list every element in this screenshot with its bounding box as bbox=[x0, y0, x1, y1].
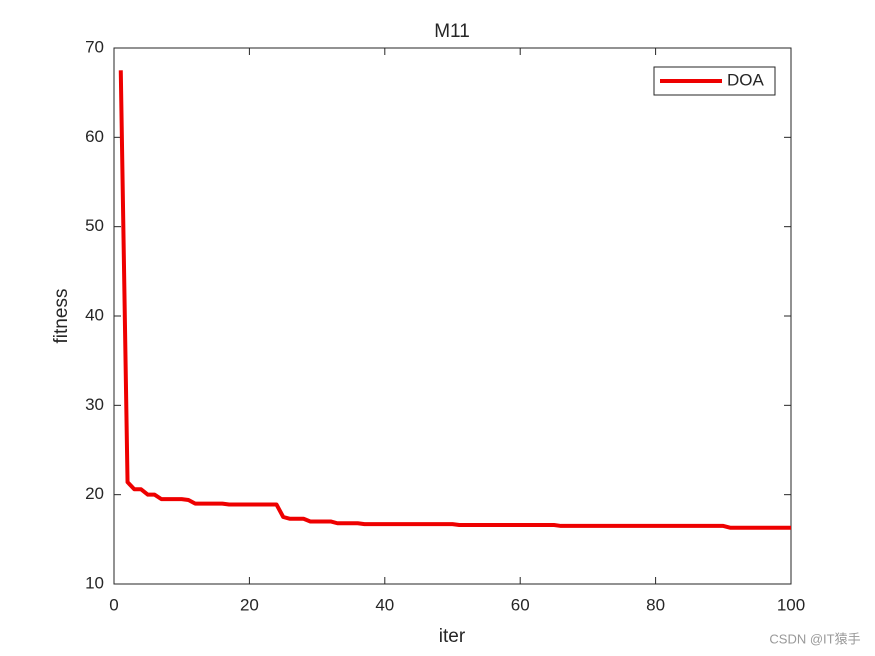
y-tick-label: 20 bbox=[85, 484, 104, 503]
x-tick-label: 60 bbox=[511, 595, 530, 614]
x-tick-label: 40 bbox=[375, 595, 394, 614]
y-tick-label: 10 bbox=[85, 573, 104, 592]
y-axis-label: fitness bbox=[51, 289, 72, 344]
legend-label: DOA bbox=[727, 70, 765, 89]
plot-box bbox=[113, 47, 792, 585]
y-tick-label: 70 bbox=[85, 37, 104, 56]
x-tick-label: 100 bbox=[777, 595, 805, 614]
watermark: CSDN @IT猿手 bbox=[769, 631, 860, 646]
y-tick-label: 40 bbox=[85, 305, 104, 324]
x-axis-label: iter bbox=[439, 626, 466, 647]
x-tick-label: 20 bbox=[240, 595, 259, 614]
x-tick-label: 80 bbox=[646, 595, 665, 614]
y-tick-label: 60 bbox=[85, 127, 104, 146]
y-tick-label: 30 bbox=[85, 395, 104, 414]
chart-title: M11 bbox=[434, 21, 470, 42]
y-tick-label: 50 bbox=[85, 216, 104, 235]
data-line bbox=[118, 70, 791, 530]
x-tick-label: 0 bbox=[109, 595, 118, 614]
